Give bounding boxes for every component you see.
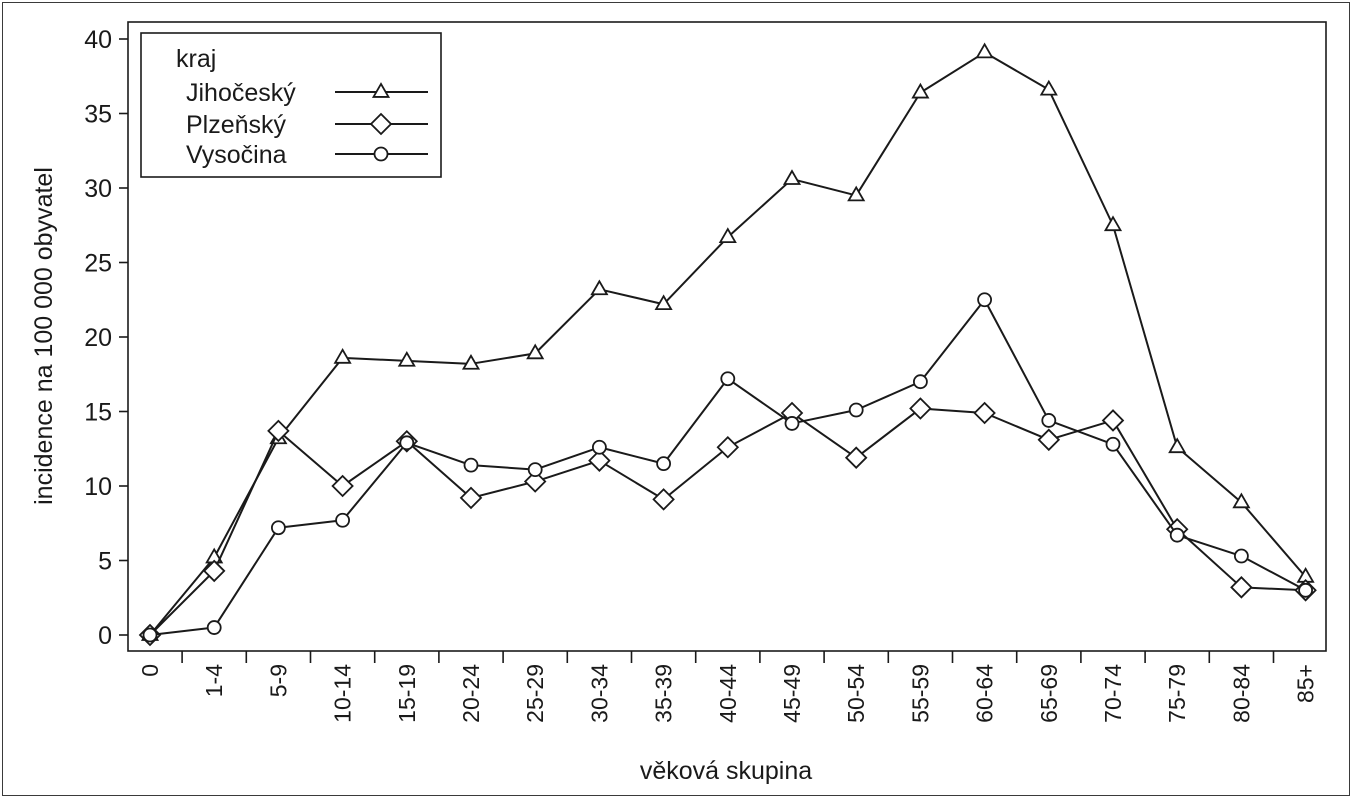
x-tick-label: 80-84	[1228, 664, 1254, 723]
data-point-plze-sk-	[523, 470, 547, 493]
data-point-jiho-esk-	[1232, 492, 1251, 509]
legend-title: kraj	[176, 45, 216, 73]
y-axis-label: incidence na 100 000 obyvatel	[30, 167, 58, 505]
data-point-vyso-ina	[399, 435, 415, 451]
data-point-plze-sk-	[909, 397, 932, 420]
data-point-jiho-esk-	[1103, 215, 1123, 232]
x-tick-label: 60-64	[972, 664, 998, 723]
data-point-jiho-esk-	[526, 343, 545, 360]
y-tick-label: 5	[98, 548, 112, 576]
data-point-jiho-esk-	[590, 279, 609, 296]
y-tick-label: 10	[84, 473, 112, 501]
data-point-vyso-ina	[527, 462, 543, 478]
series-line-vyso-ina	[149, 298, 1307, 636]
data-point-plze-sk-	[1230, 576, 1253, 599]
axes-group: 0 5 10 15 20 25 30 35 40 0 1-4 5-9 10-14 15-19 20-24 25…	[84, 21, 1327, 723]
data-point-vyso-ina	[270, 520, 286, 536]
data-point-plze-sk-	[1101, 409, 1125, 432]
x-tick-label: 55-59	[907, 664, 933, 723]
data-point-vyso-ina	[335, 512, 351, 528]
data-point-vyso-ina	[977, 292, 992, 308]
data-point-vyso-ina	[463, 457, 479, 473]
data-point-vyso-ina	[592, 439, 607, 455]
data-point-plze-sk-	[588, 449, 611, 472]
x-tick-label: 1-4	[201, 664, 227, 697]
data-point-plze-sk-	[202, 559, 226, 583]
x-tick-label: 15-19	[394, 664, 420, 723]
data-point-vyso-ina	[1234, 548, 1249, 564]
data-point-vyso-ina	[1298, 582, 1313, 598]
x-tick-label: 65-69	[1036, 664, 1062, 723]
data-point-plze-sk-	[716, 435, 740, 459]
data-point-jiho-esk-	[975, 42, 994, 59]
data-point-jiho-esk-	[654, 294, 673, 311]
legend-marker-vyso-ina	[373, 146, 389, 162]
data-point-vyso-ina	[720, 371, 736, 387]
x-tick-label: 5-9	[265, 664, 291, 697]
data-point-plze-sk-	[267, 419, 290, 443]
y-tick-label: 15	[84, 399, 112, 427]
data-point-vyso-ina	[1041, 413, 1057, 428]
x-tick-label: 70-74	[1100, 664, 1126, 723]
x-tick-label: 30-34	[586, 664, 612, 723]
legend-label-vyso-ina: Vysočina	[186, 141, 287, 169]
x-tick-label: 10-14	[330, 664, 356, 723]
data-point-jiho-esk-	[847, 185, 866, 202]
data-point-plze-sk-	[973, 401, 996, 425]
data-point-vyso-ina	[656, 456, 671, 472]
x-tick-label: 35-39	[651, 664, 677, 723]
legend-marker-plze-sk-	[369, 112, 393, 136]
data-point-plze-sk-	[331, 474, 354, 498]
data-point-jiho-esk-	[911, 82, 930, 99]
data-point-vyso-ina	[206, 620, 222, 635]
x-tick-label: 50-54	[843, 664, 869, 723]
series-jiho-esk-	[140, 42, 1315, 641]
y-tick-label: 40	[84, 26, 112, 54]
x-tick-label: 0	[137, 664, 163, 677]
data-point-vyso-ina	[1105, 436, 1121, 452]
legend-label-plze-sk-: Plzeňský	[186, 111, 287, 139]
data-point-jiho-esk-	[397, 350, 416, 367]
y-tick-label: 30	[84, 175, 112, 203]
x-tick-label: 20-24	[458, 664, 484, 723]
data-point-plze-sk-	[1037, 428, 1061, 452]
data-point-jiho-esk-	[1039, 79, 1058, 96]
y-tick-label: 25	[84, 250, 112, 278]
data-point-jiho-esk-	[333, 347, 352, 364]
data-point-jiho-esk-	[461, 353, 481, 370]
y-tick-label: 20	[84, 324, 112, 352]
x-tick-label: 40-44	[715, 664, 741, 723]
data-point-jiho-esk-	[782, 169, 802, 185]
x-tick-label: 85+	[1293, 664, 1319, 703]
series-layer	[138, 42, 1317, 647]
data-point-vyso-ina	[848, 402, 864, 418]
data-point-jiho-esk-	[718, 227, 737, 244]
x-tick-label: 45-49	[779, 664, 805, 723]
data-point-jiho-esk-	[1168, 437, 1187, 454]
legend-label-jiho-esk-: Jihočeský	[186, 79, 296, 107]
x-tick-label: 75-79	[1164, 664, 1190, 723]
y-tick-label: 0	[98, 622, 112, 650]
x-tick-label: 25-29	[522, 664, 548, 723]
data-point-vyso-ina	[784, 416, 800, 431]
data-point-plze-sk-	[652, 488, 675, 511]
data-point-plze-sk-	[459, 486, 483, 510]
series-vyso-ina	[142, 292, 1313, 643]
series-plze-sk-	[138, 397, 1317, 647]
x-axis-label: věková skupina	[640, 757, 812, 785]
data-point-vyso-ina	[1169, 527, 1185, 543]
data-point-plze-sk-	[844, 446, 868, 469]
data-point-vyso-ina	[142, 627, 158, 643]
y-tick-label: 35	[84, 101, 112, 129]
legend-marker-jiho-esk-	[371, 82, 391, 98]
data-point-vyso-ina	[913, 374, 928, 390]
